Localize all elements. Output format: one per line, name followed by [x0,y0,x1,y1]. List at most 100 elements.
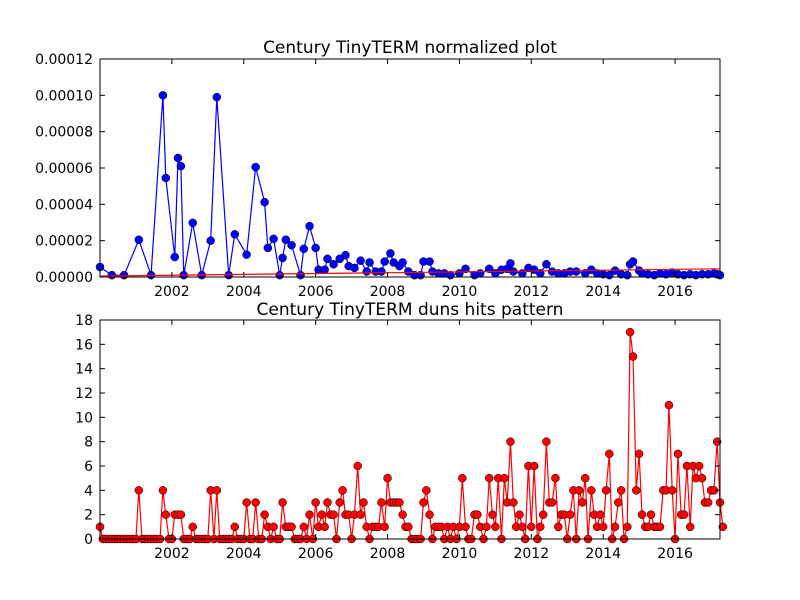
duns-hits-y-tick-label: 10 [75,410,93,426]
duns-hits-point-169 [601,486,611,495]
normalized-point-5 [158,91,168,100]
duns-hits-point-39 [212,486,222,495]
normalized-point-13 [206,236,215,245]
normalized-plot-panel: Century TinyTERM normalized plot 2002 200… [35,38,725,300]
duns-hits-y-tick-label: 14 [75,362,93,378]
duns-hits-y-tick-label: 4 [84,483,93,499]
normalized-y-tick-label: 0.00000 [35,270,93,286]
duns-hits-y-tick-label: 18 [75,313,93,329]
normalized-point-3 [134,235,144,245]
duns-hits-point-160 [574,486,584,495]
normalized-point-39 [362,267,371,276]
duns-hits-point-94 [377,498,386,507]
duns-hits-point-149 [542,437,551,446]
duns-hits-point-31 [188,522,197,532]
normalized-point-86 [628,257,638,266]
normalized-point-26 [296,270,305,280]
duns-hits-x-tick-label: 2016 [657,546,693,562]
duns-hits-point-121 [458,473,467,483]
normalized-point-23 [278,253,287,263]
duns-hits-point-27 [176,510,186,519]
duns-hits-point-131 [488,510,497,519]
duns-hits-point-110 [425,510,434,519]
duns-hits-point-200 [694,461,704,471]
duns-hits-point-170 [605,449,614,459]
duns-hits-point-75 [320,522,329,532]
normalized-point-71 [542,260,551,269]
duns-hits-point-137 [506,437,515,446]
duns-hits-point-101 [398,510,407,519]
duns-hits-point-157 [565,510,575,519]
duns-hits-point-135 [500,473,509,483]
duns-hits-point-180 [634,449,644,459]
normalized-point-38 [356,256,365,265]
duns-hits-point-100 [395,498,404,507]
duns-hits-point-179 [632,486,641,495]
normalized-point-76 [571,267,581,276]
duns-hits-point-132 [491,522,500,532]
normalized-point-33 [329,260,338,269]
duns-hits-point-167 [596,510,605,519]
duns-hits-y-tick-label: 0 [84,532,93,548]
duns-hits-point-72 [311,498,320,507]
duns-hits-point-130 [485,473,494,483]
duns-hits-point-103 [404,522,413,532]
duns-hits-point-109 [422,486,431,495]
normalized-point-29 [311,243,320,253]
duns-hits-panel: Century TinyTERM duns hits pattern 2002 2… [75,300,728,562]
normalized-series-1-line [99,268,721,277]
normalized-point-6 [161,173,171,183]
duns-hits-point-168 [598,522,608,532]
duns-hits-point-141 [518,522,527,532]
normalized-point-9 [176,161,186,171]
duns-hits-point-13 [134,486,144,495]
normalized-y-tick-label: 0.00010 [35,88,93,104]
duns-hits-y-tick-label: 12 [75,386,93,402]
duns-hits-point-138 [509,498,518,507]
duns-hits-point-162 [580,473,590,483]
duns-hits-y-tick-label: 16 [75,337,93,353]
duns-hits-point-197 [685,522,695,532]
normalized-point-52 [425,257,434,266]
normalized-x-tick-label: 2014 [585,284,621,300]
duns-hits-point-140 [515,510,524,519]
duns-hits-x-tick-label: 2010 [442,546,478,562]
duns-hits-point-201 [697,473,707,483]
normalized-point-11 [188,218,197,228]
normalized-point-31 [320,265,329,274]
normalized-x-tick-label: 2006 [298,284,334,300]
duns-hits-point-88 [359,498,368,507]
duns-hits-point-96 [383,473,392,483]
normalized-x-tick-label: 2004 [226,284,262,300]
duns-hits-x-tick-label: 2004 [226,546,262,562]
duns-hits-x-tick-label: 2002 [154,546,190,562]
normalized-point-24 [281,235,291,245]
duns-hits-y-tick-label: 8 [84,435,93,451]
duns-hits-x-tick-label: 2008 [370,546,406,562]
duns-hits-point-164 [587,486,596,495]
duns-hits-point-49 [242,498,251,507]
normalized-x-tick-label: 2016 [657,284,693,300]
normalized-point-65 [506,259,515,268]
duns-hits-point-81 [338,486,347,495]
normalized-point-61 [485,264,494,274]
duns-hits-point-22 [161,510,171,519]
normalized-y-tick-label: 0.00006 [35,161,93,177]
normalized-point-47 [398,258,407,267]
duns-hits-x-tick-label: 2014 [585,546,621,562]
normalized-point-37 [350,263,359,273]
duns-hits-point-122 [461,522,470,532]
duns-hits-point-147 [536,522,545,532]
normalized-point-84 [623,270,632,280]
duns-hits-y-tick-label: 2 [84,508,93,524]
normalized-point-43 [380,257,389,266]
duns-hits-point-76 [323,498,332,507]
normalized-x-tick-label: 2002 [154,284,190,300]
duns-hits-y-tick-label: 6 [84,459,93,475]
normalized-plot-frame [99,58,721,278]
duns-hits-point-64 [287,522,296,532]
normalized-x-tick-label: 2008 [370,284,406,300]
duns-hits-point-191 [667,486,677,495]
duns-hits-point-45 [230,522,240,532]
duns-hits-title: Century TinyTERM duns hits pattern [257,300,564,320]
